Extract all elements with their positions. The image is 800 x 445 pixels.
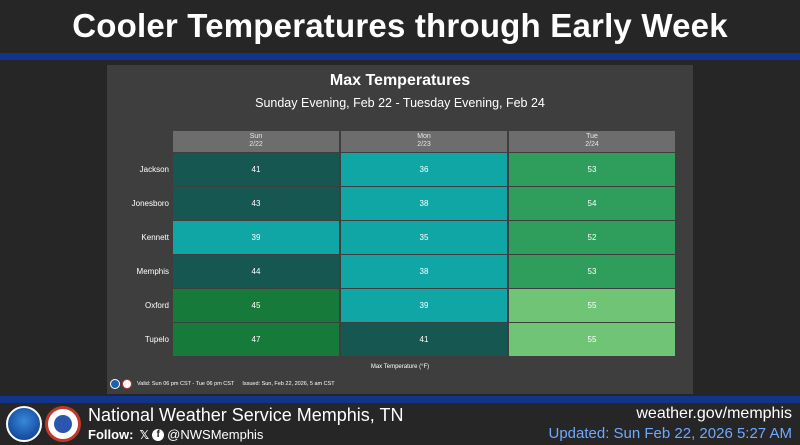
temperature-cell: 53 [509, 255, 675, 288]
noaa-logo-icon [6, 406, 42, 442]
nws-mini-logo-icon [122, 379, 132, 389]
valid-line: Valid: Sun 06 pm CST - Tue 06 pm CST Iss… [110, 379, 335, 389]
temperature-cell: 45 [173, 289, 339, 322]
panel-subtitle: Sunday Evening, Feb 22 - Tuesday Evening… [255, 96, 545, 110]
column-header: Tue 2/24 [509, 131, 675, 152]
temperature-cell: 44 [173, 255, 339, 288]
issued-text: Issued: Sun, Feb 22, 2026, 5 am CST [242, 381, 335, 387]
column-day: Mon [417, 133, 431, 140]
temperature-cell: 36 [341, 153, 507, 186]
title-bar: Cooler Temperatures through Early Week [0, 0, 800, 52]
row-label: Oxford [144, 301, 169, 310]
column-date: 2/23 [417, 141, 431, 148]
temperature-cell: 55 [509, 323, 675, 356]
column-day: Tue [586, 133, 598, 140]
column-header: Mon 2/23 [341, 131, 507, 152]
temperature-cell: 38 [341, 255, 507, 288]
temperature-cell: 41 [341, 323, 507, 356]
noaa-mini-logo-icon [110, 379, 120, 389]
temperature-cell: 52 [509, 221, 675, 254]
temperature-cell: 55 [509, 289, 675, 322]
nws-logo-icon [45, 406, 81, 442]
valid-text: Valid: Sun 06 pm CST - Tue 06 pm CST [137, 381, 235, 387]
facebook-icon[interactable]: f [152, 428, 165, 441]
temperature-cell: 54 [509, 187, 675, 220]
panel-title: Max Temperatures [329, 72, 471, 89]
column-header: Sun 2/22 [173, 131, 339, 152]
top-divider [0, 53, 800, 60]
temperature-cell: 43 [173, 187, 339, 220]
column-day: Sun [249, 133, 263, 140]
x-icon[interactable]: 𝕏 [139, 427, 150, 442]
temperature-cell: 53 [509, 153, 675, 186]
column-date: 2/24 [585, 141, 599, 148]
row-label: Kennett [141, 233, 169, 242]
temperature-cell: 39 [341, 289, 507, 322]
legend-label: Max Temperature (°F) [370, 364, 430, 370]
column-date: 2/22 [249, 141, 263, 148]
follow-label: Follow: [88, 427, 134, 442]
page-title: Cooler Temperatures through Early Week [72, 7, 728, 44]
temperature-cell: 47 [173, 323, 339, 356]
website-link[interactable]: weather.gov/memphis [636, 405, 792, 422]
temperature-cell: 41 [173, 153, 339, 186]
follow-line: Follow: 𝕏 f @NWSMemphis [88, 427, 263, 442]
row-label: Jonesboro [131, 199, 169, 208]
temperature-cell: 38 [341, 187, 507, 220]
footer [0, 403, 800, 445]
updated-time: Updated: Sun Feb 22, 2026 5:27 AM [548, 425, 792, 442]
office-name: National Weather Service Memphis, TN [88, 405, 404, 425]
bottom-divider [0, 396, 800, 403]
forecast-panel: Max Temperatures Sunday Evening, Feb 22 … [107, 65, 693, 394]
temperature-cell: 39 [173, 221, 339, 254]
row-label: Jackson [139, 165, 169, 174]
social-handle[interactable]: @NWSMemphis [167, 427, 264, 442]
row-label: Tupelo [144, 335, 169, 344]
row-label: Memphis [136, 267, 169, 276]
temperature-cell: 35 [341, 221, 507, 254]
